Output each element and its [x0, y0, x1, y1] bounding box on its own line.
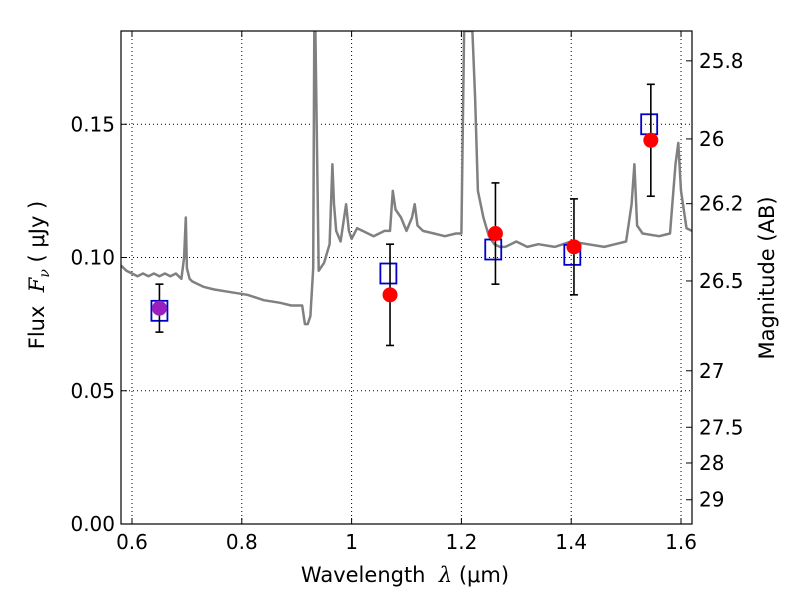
- x-tick-label: 0.8: [226, 530, 258, 554]
- y-axis-label: Flux Fν ( μJy ): [25, 201, 53, 350]
- observed-point: [643, 132, 659, 148]
- x-tick-label: 1: [345, 530, 358, 554]
- y-axis-ticks: 0.00 0.05 0.10 0.15: [70, 112, 127, 536]
- y2-tick-label: 28: [699, 451, 724, 475]
- observed-point: [151, 300, 167, 316]
- y2-tick-label: 26: [699, 127, 724, 151]
- y2-tick-label: 26.5: [699, 269, 744, 293]
- x-tick-label: 1.6: [665, 530, 697, 554]
- model-square: [379, 262, 398, 285]
- y2-tick-label: 26.2: [699, 192, 744, 216]
- x-tick-label: 1.4: [555, 530, 587, 554]
- y2-tick-label: 27: [699, 359, 724, 383]
- y-tick-label: 0.15: [70, 112, 115, 136]
- y2-axis-label: Magnitude (AB): [755, 196, 779, 359]
- x-axis-ticks: 0.6 0.8 1 1.2 1.4 1.6: [116, 31, 697, 554]
- observed-point: [487, 226, 503, 242]
- x-tick-label: 0.6: [116, 530, 148, 554]
- x-axis-label: Wavelength λ (μm): [301, 563, 509, 587]
- x-tick-label: 1.2: [445, 530, 477, 554]
- plot-frame: [120, 30, 693, 525]
- y-tick-label: 0.10: [70, 246, 115, 270]
- observed-point: [566, 239, 582, 255]
- y-tick-label: 0.05: [70, 379, 115, 403]
- y-tick-label: 0.00: [70, 512, 115, 536]
- observed-photometry: [151, 132, 659, 316]
- observed-point: [382, 287, 398, 303]
- y2-tick-label: 27.5: [699, 415, 744, 439]
- y2-tick-label: 29: [699, 488, 724, 512]
- y2-axis-ticks: 25.8 26 26.2 26.5 27 27.5 28 29: [686, 49, 744, 512]
- y2-tick-label: 25.8: [699, 49, 744, 73]
